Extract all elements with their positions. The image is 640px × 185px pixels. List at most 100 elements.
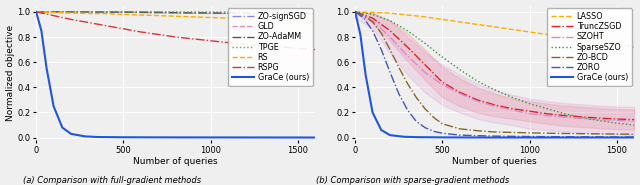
LASSO — [561, 36, 568, 38]
RS — [102, 13, 110, 15]
SparseSZO — [630, 124, 638, 126]
SZOHT — [421, 71, 429, 73]
SparseSZO — [613, 122, 621, 124]
Line: ZO-AdaMM: ZO-AdaMM — [36, 12, 316, 14]
ZORO — [412, 120, 420, 122]
SparseSZO — [438, 56, 446, 58]
RSPG — [102, 25, 110, 27]
RS — [276, 18, 284, 21]
ZO-AdaMM — [172, 12, 180, 14]
ZORO — [404, 109, 412, 111]
ZO-BCD — [421, 108, 429, 110]
ZO-AdaMM — [32, 11, 40, 13]
GraCe (ours) — [32, 11, 40, 13]
SparseSZO — [474, 80, 481, 82]
GraCe (ours) — [43, 67, 51, 70]
ZORO — [351, 11, 359, 13]
LASSO — [456, 21, 464, 23]
LASSO — [421, 16, 429, 18]
SparseSZO — [491, 89, 499, 91]
SZOHT — [543, 115, 551, 117]
ZORO — [456, 134, 464, 136]
RSPG — [32, 11, 40, 13]
GLD — [276, 13, 284, 15]
GLD — [312, 13, 319, 16]
GraCe (ours) — [172, 136, 180, 139]
Text: (b) Comparison with sparse-gradient methods: (b) Comparison with sparse-gradient meth… — [316, 176, 509, 185]
ZO-AdaMM — [276, 13, 284, 15]
ZO-signSGD — [32, 11, 40, 13]
Legend: LASSO, TruncZSGD, SZOHT, SparseSZO, ZO-BCD, ZORO, GraCe (ours): LASSO, TruncZSGD, SZOHT, SparseSZO, ZO-B… — [547, 8, 632, 86]
ZO-signSGD — [137, 11, 145, 13]
TPGE — [137, 11, 145, 13]
ZORO — [360, 17, 368, 19]
TruncZSGD — [561, 115, 568, 117]
GraCe (ours) — [58, 127, 66, 129]
ZO-AdaMM — [242, 12, 250, 14]
TPGE — [207, 11, 214, 13]
ZO-AdaMM — [312, 13, 319, 15]
GLD — [32, 11, 40, 13]
GraCe (ours) — [312, 136, 319, 139]
SZOHT — [630, 120, 638, 122]
TruncZSGD — [508, 108, 516, 110]
RS — [207, 16, 214, 19]
ZO-AdaMM — [207, 12, 214, 14]
SparseSZO — [404, 30, 412, 32]
ZO-BCD — [561, 132, 568, 135]
SZOHT — [369, 20, 376, 22]
GraCe (ours) — [400, 136, 408, 138]
SZOHT — [456, 92, 464, 95]
GraCe (ours) — [81, 135, 89, 137]
RSPG — [172, 36, 180, 38]
TruncZSGD — [369, 17, 376, 19]
GraCe (ours) — [120, 136, 127, 138]
SZOHT — [508, 109, 516, 111]
RSPG — [67, 18, 75, 21]
GraCe (ours) — [630, 136, 638, 139]
Line: SparseSZO: SparseSZO — [355, 12, 634, 125]
TruncZSGD — [630, 119, 638, 121]
ZO-AdaMM — [102, 11, 110, 13]
GLD — [172, 12, 180, 14]
GraCe (ours) — [67, 133, 75, 135]
ZO-BCD — [360, 14, 368, 17]
ZORO — [596, 136, 604, 138]
ZO-BCD — [412, 96, 420, 98]
ZORO — [421, 127, 429, 129]
RSPG — [207, 40, 214, 42]
RS — [172, 15, 180, 17]
ZO-BCD — [491, 131, 499, 133]
SZOHT — [561, 116, 568, 118]
RS — [137, 14, 145, 16]
TruncZSGD — [386, 30, 394, 32]
TPGE — [67, 11, 75, 13]
SZOHT — [351, 11, 359, 13]
ZO-BCD — [526, 132, 534, 134]
Line: ZO-signSGD: ZO-signSGD — [36, 12, 316, 14]
TPGE — [102, 11, 110, 13]
ZORO — [438, 132, 446, 134]
GLD — [137, 11, 145, 14]
Line: RS: RS — [36, 12, 316, 21]
SZOHT — [613, 119, 621, 122]
SparseSZO — [543, 108, 551, 110]
Line: ZO-BCD: ZO-BCD — [355, 12, 634, 134]
GraCe (ours) — [351, 11, 359, 13]
TruncZSGD — [438, 81, 446, 83]
SparseSZO — [561, 113, 568, 115]
ZO-BCD — [386, 48, 394, 51]
SparseSZO — [596, 120, 604, 122]
SZOHT — [578, 117, 586, 120]
Line: TruncZSGD: TruncZSGD — [355, 12, 634, 120]
TruncZSGD — [456, 91, 464, 93]
LASSO — [630, 46, 638, 48]
SparseSZO — [351, 11, 359, 13]
Line: ZORO: ZORO — [355, 12, 634, 137]
ZO-BCD — [474, 130, 481, 132]
ZO-BCD — [404, 83, 412, 85]
TruncZSGD — [526, 110, 534, 112]
RSPG — [312, 48, 319, 51]
SparseSZO — [508, 96, 516, 98]
GraCe (ours) — [438, 136, 446, 139]
